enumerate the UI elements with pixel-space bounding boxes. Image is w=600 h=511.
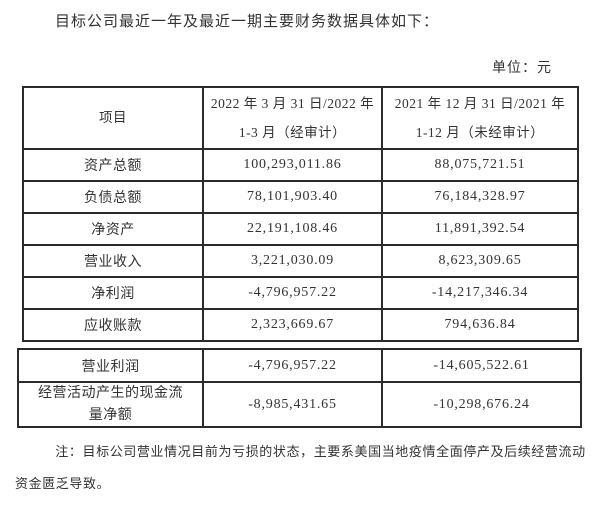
financial-table-secondary: 营业利润 -4,796,957.22 -14,605,522.61 经营活动产生… [17,348,582,429]
table-row-net-cash-flow: 经营活动产生的现金流量净额 -8,985,431.65 -10,298,676.… [17,380,582,429]
value-2021: 88,075,721.51 [381,148,579,182]
column-header-period-2022: 2022 年 3 月 31 日/2022 年 1-3 月（经审计） [202,86,383,150]
table-row-total-assets: 资产总额 100,293,011.86 88,075,721.51 [22,148,579,182]
value-2021: -14,605,522.61 [381,348,582,383]
unit-label: 单位：元 [492,61,552,76]
value-2022: -4,796,957.22 [202,348,383,383]
row-label: 营业收入 [22,244,204,278]
table-row-accounts-receivable: 应收账款 2,323,669.67 794,636.84 [22,308,579,342]
column-header-item: 项目 [22,86,204,150]
value-2022: 2,323,669.67 [202,308,383,342]
document-page: 目标公司最近一年及最近一期主要财务数据具体如下： 单位：元 项目 2022 年 … [0,12,600,511]
row-label: 应收账款 [22,308,204,342]
value-2022: 78,101,903.40 [202,180,383,214]
value-2022: -4,796,957.22 [202,276,383,310]
table-row-operating-profit: 营业利润 -4,796,957.22 -14,605,522.61 [17,348,582,383]
footnote: 注：目标公司营业情况目前为亏损的状态，主要系美国当地疫情全面停产及后续经营流动资… [15,444,586,491]
column-header-period-2021: 2021 年 12 月 31 日/2021 年 1-12 月（未经审计） [381,86,579,150]
table-header-row: 项目 2022 年 3 月 31 日/2022 年 1-3 月（经审计） 202… [22,86,579,150]
value-2022: 22,191,108.46 [202,212,383,246]
value-2021: -14,217,346.34 [381,276,579,310]
value-2021: 11,891,392.54 [381,212,579,246]
value-2022: 3,221,030.09 [202,244,383,278]
row-label: 经营活动产生的现金流量净额 [17,380,204,429]
table-row-operating-revenue: 营业收入 3,221,030.09 8,623,309.65 [22,244,579,278]
table-row-net-assets: 净资产 22,191,108.46 11,891,392.54 [22,212,579,246]
section-title: 目标公司最近一年及最近一期主要财务数据具体如下： [55,14,440,30]
value-2021: 8,623,309.65 [381,244,579,278]
value-2022: -8,985,431.65 [202,380,383,429]
row-label: 负债总额 [22,180,204,214]
row-label: 营业利润 [17,348,204,383]
table-row-total-liabilities: 负债总额 78,101,903.40 76,184,328.97 [22,180,579,214]
row-label: 净资产 [22,212,204,246]
value-2021: -10,298,676.24 [381,380,582,429]
financial-table-main: 项目 2022 年 3 月 31 日/2022 年 1-3 月（经审计） 202… [22,86,579,342]
value-2021: 76,184,328.97 [381,180,579,214]
table-row-net-profit: 净利润 -4,796,957.22 -14,217,346.34 [22,276,579,310]
value-2022: 100,293,011.86 [202,148,383,182]
value-2021: 794,636.84 [381,308,579,342]
row-label: 净利润 [22,276,204,310]
row-label: 资产总额 [22,148,204,182]
